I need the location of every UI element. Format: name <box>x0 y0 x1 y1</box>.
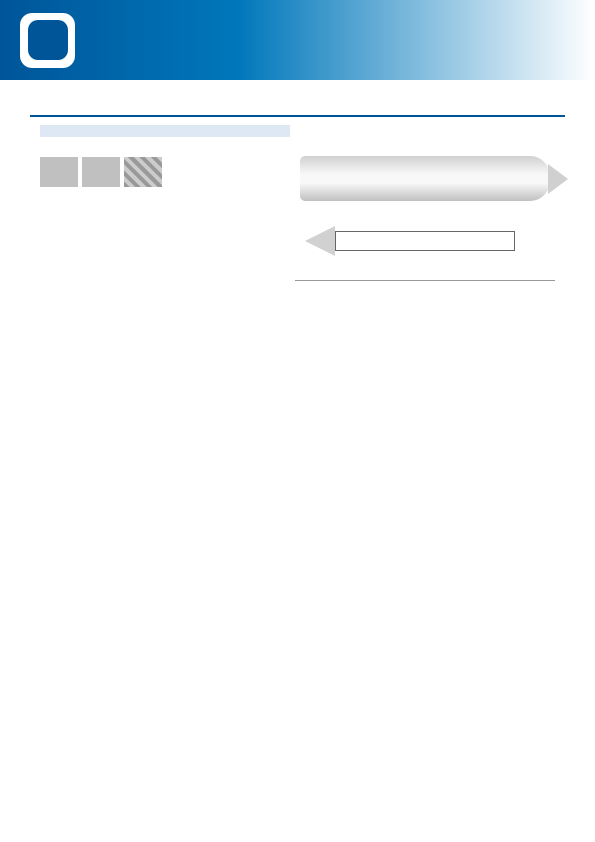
badge-h7 <box>82 157 120 187</box>
product-photo <box>300 156 550 201</box>
badge-hss <box>40 157 78 187</box>
logo-text <box>28 20 68 60</box>
badge-angle <box>124 157 162 187</box>
product-description <box>40 125 290 137</box>
technical-drawing <box>295 221 555 281</box>
diagram-area <box>285 150 565 290</box>
page-header <box>0 0 595 80</box>
divider <box>30 115 565 117</box>
brand-logo <box>20 13 75 68</box>
